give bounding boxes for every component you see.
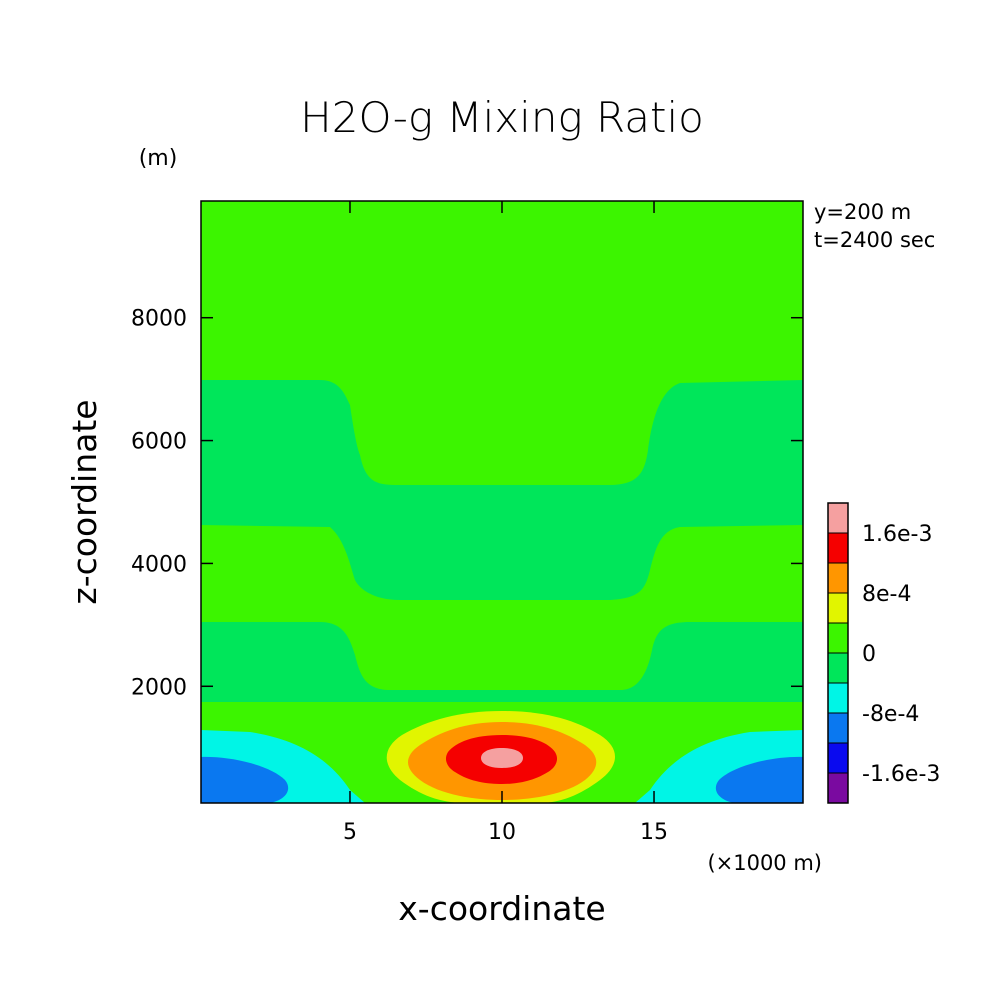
colorbar-swatch <box>827 682 849 714</box>
colorbar-swatch <box>827 562 849 594</box>
annotation-y: y=200 m <box>814 200 911 224</box>
colorbar: 1.6e-3 8e-4 0 -8e-4 -1.6e-3 <box>827 502 940 804</box>
y-tick-label: 4000 <box>131 552 187 577</box>
annotation-t: t=2400 sec <box>814 228 935 252</box>
y-tick-label: 2000 <box>131 675 187 700</box>
colorbar-tick-label: 8e-4 <box>862 582 911 607</box>
colorbar-frame <box>827 502 849 804</box>
x-axis-ticks: 5 10 15 <box>343 201 668 845</box>
band-upper <box>201 380 803 600</box>
colorbar-tick-label: -8e-4 <box>862 702 919 727</box>
pink-peak-contour[interactable] <box>481 748 523 768</box>
colorbar-swatch <box>827 622 849 654</box>
colorbar-tick-label: -1.6e-3 <box>862 762 940 787</box>
plot-area <box>200 200 804 804</box>
y-unit-label: (m) <box>139 146 178 171</box>
x-tick-label: 5 <box>343 820 357 845</box>
x-tick-label: 10 <box>488 820 516 845</box>
y-axis-label: z-coordinate <box>65 399 104 604</box>
x-tick-label: 15 <box>640 820 668 845</box>
colorbar-swatch <box>827 712 849 744</box>
blue-lobe-right <box>715 756 803 803</box>
colorbar-swatch <box>827 652 849 684</box>
band-middle <box>201 622 803 702</box>
colorbar-tick-label: 0 <box>862 642 876 667</box>
blue-lobe-left <box>201 756 289 803</box>
x-unit-label: (×1000 m) <box>707 851 822 875</box>
x-axis-label: x-coordinate <box>398 889 605 928</box>
band-top-box[interactable] <box>348 208 656 382</box>
colorbar-swatch <box>827 532 849 564</box>
y-axis-ticks: 2000 4000 6000 8000 <box>131 307 803 700</box>
chart-title: H2O-g Mixing Ratio <box>300 93 704 142</box>
colorbar-swatch <box>827 592 849 624</box>
colorbar-tick-label: 1.6e-3 <box>862 522 932 547</box>
y-tick-label: 8000 <box>131 307 187 332</box>
colorbar-swatch <box>827 742 849 774</box>
colorbar-swatch <box>827 502 849 534</box>
colorbar-swatch <box>827 772 849 804</box>
y-tick-label: 6000 <box>131 430 187 455</box>
